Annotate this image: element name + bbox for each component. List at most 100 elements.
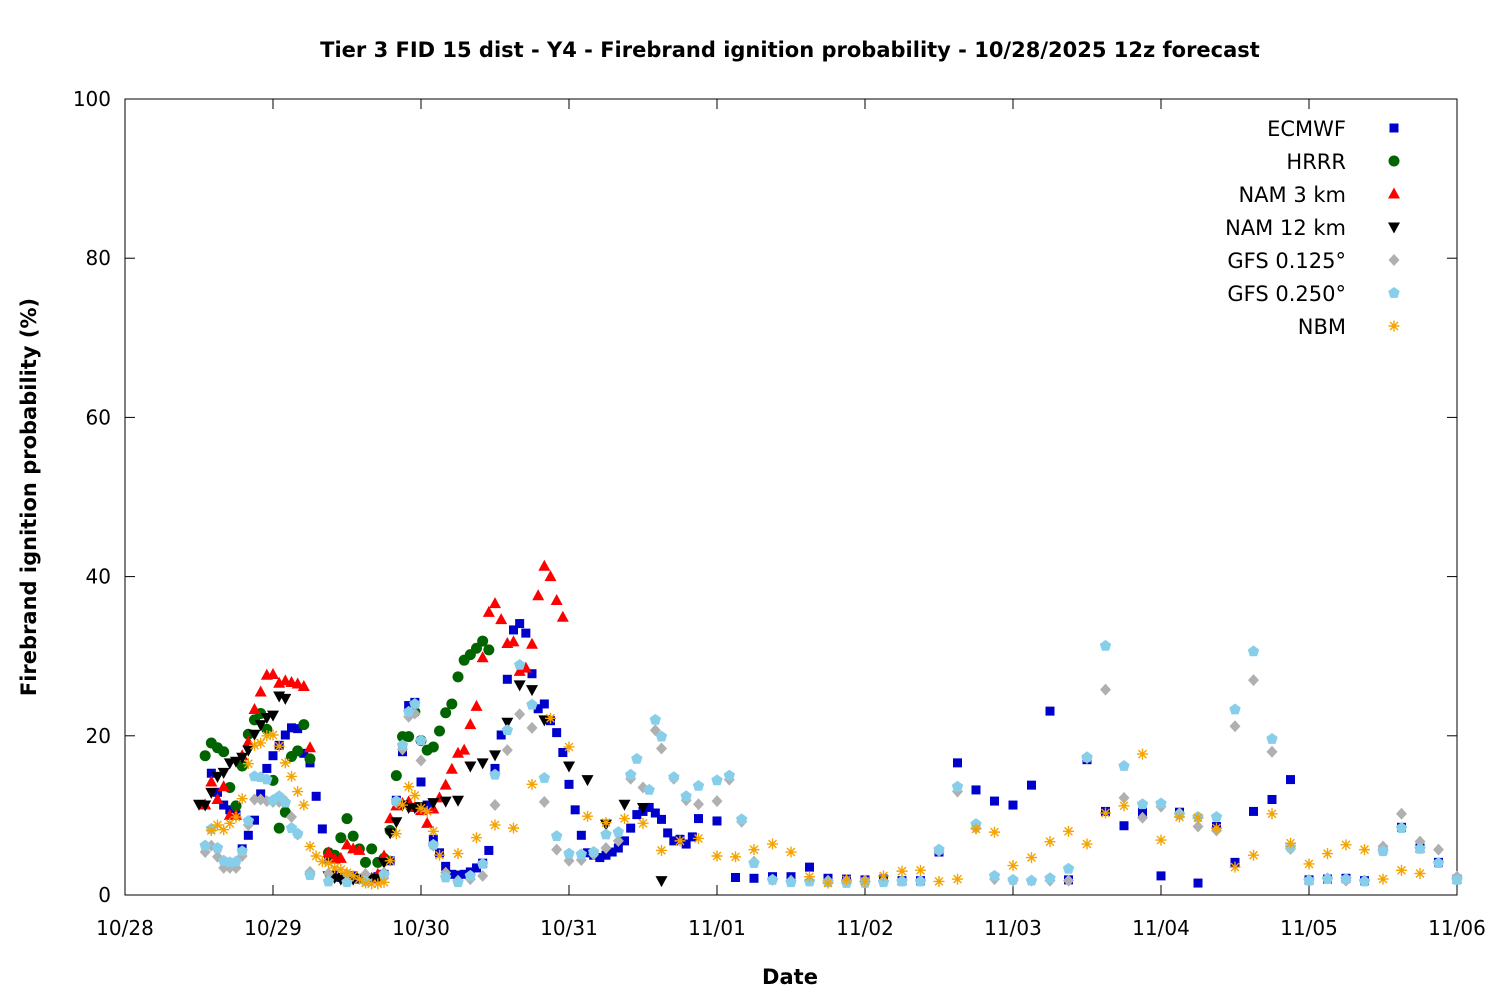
data-point — [477, 869, 489, 882]
data-point — [1266, 732, 1278, 744]
data-point — [539, 699, 549, 709]
data-point — [273, 822, 285, 834]
legend: ECMWF HRRR NAM 3 km NAM 12 km GFS 0.125° GFS … — [1225, 117, 1400, 339]
data-point — [482, 605, 495, 617]
data-point — [250, 815, 259, 825]
data-point — [735, 813, 748, 825]
series-4 — [199, 674, 1463, 887]
data-point — [748, 844, 760, 856]
data-point — [1248, 674, 1259, 687]
data-point — [748, 857, 760, 869]
data-point — [730, 851, 741, 863]
data-point — [1414, 868, 1426, 880]
data-point — [680, 790, 692, 802]
data-point — [496, 730, 506, 740]
x-tick-label: 10/30 — [392, 916, 450, 940]
data-point — [292, 786, 304, 798]
data-point — [298, 799, 310, 811]
data-point — [409, 790, 421, 801]
data-point — [304, 741, 316, 753]
data-point — [268, 751, 278, 761]
data-point — [526, 637, 538, 649]
data-point — [1118, 760, 1130, 771]
data-point — [1081, 751, 1093, 763]
data-point — [1063, 874, 1074, 887]
data-point — [205, 825, 217, 837]
data-point — [581, 775, 594, 787]
data-point — [447, 869, 457, 879]
data-point — [360, 877, 371, 889]
data-point — [230, 800, 242, 812]
data-point — [501, 717, 514, 729]
data-point — [334, 851, 347, 863]
data-point — [576, 830, 586, 840]
data-point — [841, 874, 852, 886]
data-point — [692, 779, 705, 791]
data-point — [1396, 807, 1407, 820]
legend-label: GFS 0.125° — [1227, 249, 1346, 273]
data-point — [643, 783, 655, 795]
chart-title: Tier 3 FID 15 dist - Y4 - Firebrand igni… — [320, 38, 1260, 62]
data-point — [501, 744, 513, 757]
data-point — [1395, 822, 1408, 833]
data-point — [626, 823, 636, 833]
data-point — [766, 873, 779, 885]
data-point — [1118, 791, 1130, 804]
data-point — [230, 855, 242, 867]
plot-border — [124, 98, 1458, 896]
data-point — [439, 871, 452, 883]
data-point — [452, 671, 464, 683]
data-point — [1229, 861, 1241, 873]
data-point — [199, 750, 211, 762]
data-point — [711, 850, 723, 862]
data-point — [749, 873, 759, 883]
data-point — [458, 743, 471, 755]
data-point — [723, 769, 736, 781]
data-point — [341, 838, 353, 850]
data-point — [404, 701, 414, 711]
data-point — [293, 724, 303, 734]
data-point — [452, 795, 464, 807]
data-point — [631, 752, 643, 764]
data-point — [446, 698, 458, 710]
data-point — [310, 850, 322, 862]
data-point — [390, 795, 403, 806]
data-point — [551, 843, 563, 856]
data-point — [396, 739, 409, 751]
x-tick-label: 10/28 — [96, 916, 154, 940]
data-point — [243, 830, 253, 840]
data-point — [538, 795, 550, 808]
data-point — [595, 853, 605, 863]
data-point — [341, 867, 353, 879]
data-point — [1322, 848, 1333, 860]
data-point — [1229, 703, 1241, 715]
data-point — [390, 828, 402, 840]
data-point — [1155, 834, 1167, 846]
data-point — [953, 758, 962, 768]
data-point — [1063, 825, 1074, 837]
x-tick-label: 11/06 — [1428, 916, 1486, 940]
data-point — [439, 796, 452, 808]
data-point — [649, 713, 662, 725]
data-point — [476, 857, 489, 869]
data-point — [279, 796, 292, 808]
data-point — [489, 799, 501, 812]
data-point — [1285, 837, 1296, 849]
data-point — [421, 816, 434, 828]
data-point — [1286, 775, 1295, 785]
y-tick-label: 80 — [86, 246, 111, 270]
data-point — [637, 802, 649, 814]
y-tick-label: 0 — [98, 883, 111, 907]
data-point — [441, 861, 451, 871]
data-point — [970, 823, 982, 835]
series-5 — [199, 639, 1463, 888]
data-point — [427, 798, 440, 810]
data-point — [618, 799, 631, 811]
data-point — [1303, 874, 1315, 886]
data-point — [279, 693, 292, 705]
data-point — [484, 845, 494, 855]
data-point — [347, 870, 359, 882]
data-point — [570, 805, 580, 815]
legend-marker — [1388, 222, 1400, 234]
data-point — [242, 814, 255, 826]
